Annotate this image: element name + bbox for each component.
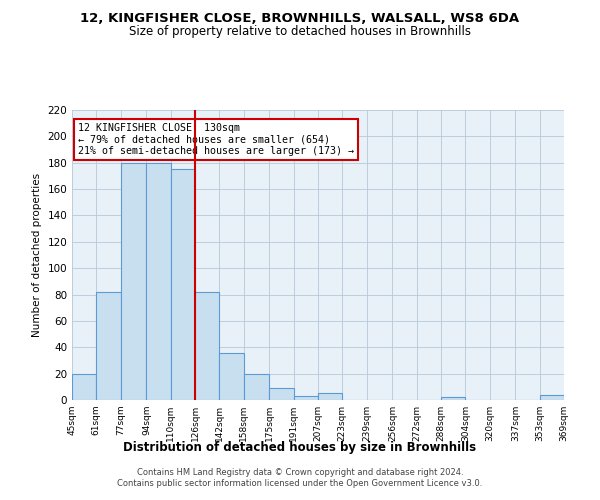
- Bar: [219, 352, 244, 400]
- Bar: [96, 292, 121, 400]
- Text: Distribution of detached houses by size in Brownhills: Distribution of detached houses by size …: [124, 441, 476, 454]
- Bar: [318, 394, 342, 400]
- Bar: [171, 170, 195, 400]
- Bar: [121, 162, 146, 400]
- Text: Contains HM Land Registry data © Crown copyright and database right 2024.
Contai: Contains HM Land Registry data © Crown c…: [118, 468, 482, 487]
- Y-axis label: Number of detached properties: Number of detached properties: [32, 173, 42, 337]
- Bar: [195, 292, 219, 400]
- Bar: [540, 394, 564, 400]
- Bar: [441, 398, 465, 400]
- Bar: [269, 388, 294, 400]
- Text: 12 KINGFISHER CLOSE: 130sqm
← 79% of detached houses are smaller (654)
21% of se: 12 KINGFISHER CLOSE: 130sqm ← 79% of det…: [78, 123, 354, 156]
- Bar: [294, 396, 318, 400]
- Text: 12, KINGFISHER CLOSE, BROWNHILLS, WALSALL, WS8 6DA: 12, KINGFISHER CLOSE, BROWNHILLS, WALSAL…: [80, 12, 520, 26]
- Text: Size of property relative to detached houses in Brownhills: Size of property relative to detached ho…: [129, 25, 471, 38]
- Bar: [146, 162, 171, 400]
- Bar: [244, 374, 269, 400]
- Bar: [72, 374, 96, 400]
